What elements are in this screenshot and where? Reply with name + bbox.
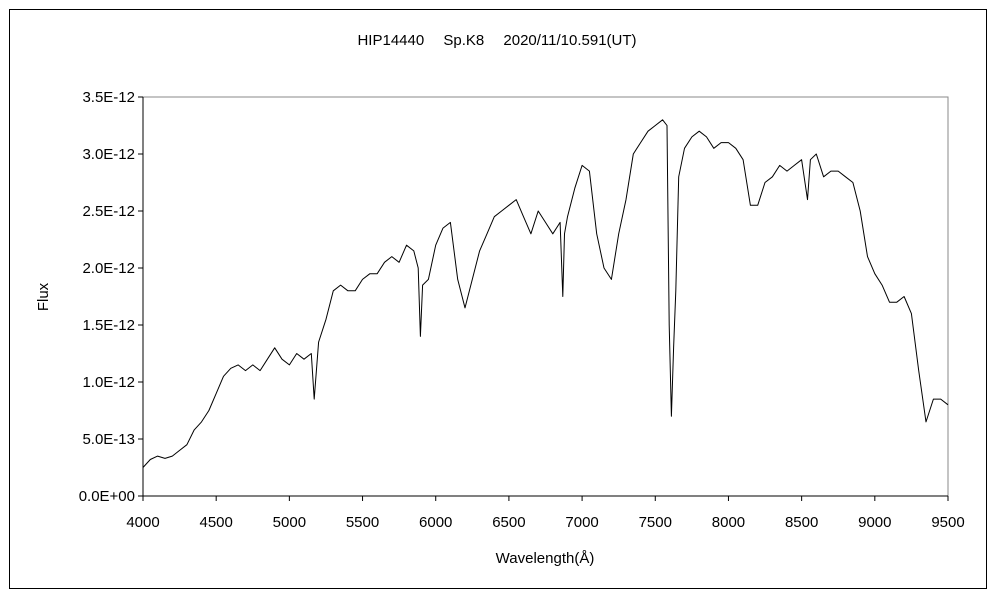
chart-title: HIP14440 Sp.K8 2020/11/10.591(UT) bbox=[357, 32, 636, 49]
y-tick-label: 3.0E-12 bbox=[82, 146, 135, 163]
series-group bbox=[142, 119, 949, 468]
y-tick-label: 0.0E+00 bbox=[79, 488, 135, 505]
y-tick-label: 1.5E-12 bbox=[82, 317, 135, 334]
x-tick-label: 6500 bbox=[492, 514, 525, 531]
x-tick-label: 9500 bbox=[931, 514, 964, 531]
x-tick-label: 9000 bbox=[858, 514, 891, 531]
x-tick-label: 7000 bbox=[565, 514, 598, 531]
y-tick-label: 3.5E-12 bbox=[82, 89, 135, 106]
x-tick-label: 4500 bbox=[199, 514, 232, 531]
x-tick-label: 7500 bbox=[639, 514, 672, 531]
x-tick-label: 8000 bbox=[712, 514, 745, 531]
x-tick-label: 4000 bbox=[126, 514, 159, 531]
y-axis-label: Flux bbox=[35, 282, 52, 311]
chart-frame bbox=[9, 9, 987, 589]
x-tick-label: 5000 bbox=[273, 514, 306, 531]
x-tick-label: 6000 bbox=[419, 514, 452, 531]
y-tick-label: 5.0E-13 bbox=[82, 431, 135, 448]
x-ticks: 4000 4500 5000 5500 6000 6500 7000 7500 8000 8500… bbox=[126, 496, 965, 531]
y-tick-label: 2.0E-12 bbox=[82, 260, 135, 277]
y-ticks: 0.0E+00 5.0E-13 1.0E-12 1.5E-12 2.0E-12 2.5E-… bbox=[79, 89, 143, 505]
x-tick-label: 8500 bbox=[785, 514, 818, 531]
y-tick-label: 1.0E-12 bbox=[82, 374, 135, 391]
x-axis-label: Wavelength(Å) bbox=[496, 550, 595, 567]
y-tick-label: 2.5E-12 bbox=[82, 203, 135, 220]
x-tick-label: 5500 bbox=[346, 514, 379, 531]
spectrum-line bbox=[142, 119, 949, 468]
plot-area bbox=[142, 96, 949, 497]
